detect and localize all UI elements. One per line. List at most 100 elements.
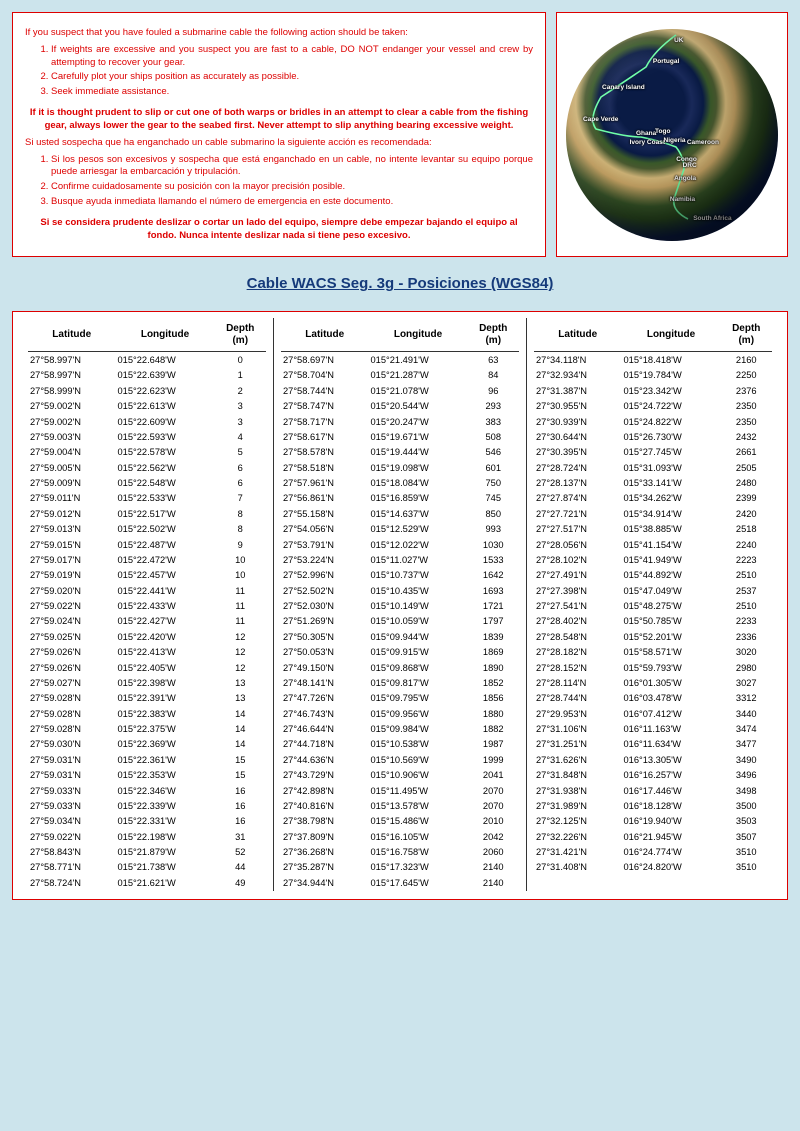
table-row: 27°59.012'N015°22.517'W8 [28,506,266,521]
table-row: 27°58.997'N015°22.648'W0 [28,352,266,368]
table-row: 27°27.874'N015°34.262'W2399 [534,491,772,506]
table-row: 27°59.025'N015°22.420'W12 [28,629,266,644]
table-row: 27°28.102'N015°41.949'W2223 [534,552,772,567]
table-row: 27°58.704'N015°21.287'W84 [281,368,519,383]
table-row: 27°58.997'N015°22.639'W1 [28,368,266,383]
table-row: 27°46.644'N015°09.984'W1882 [281,721,519,736]
header-lon: Longitude [369,318,468,352]
header-lon: Longitude [116,318,215,352]
table-column-1: Latitude Longitude Depth(m) 27°58.997'N0… [21,318,274,890]
table-row: 27°59.028'N015°22.375'W14 [28,721,266,736]
table-row: 27°49.150'N015°09.868'W1890 [281,660,519,675]
table-row: 27°27.721'N015°34.914'W2420 [534,506,772,521]
map-label: South Africa [693,215,731,222]
cable-route [566,29,778,241]
table-row: 27°59.017'N015°22.472'W10 [28,552,266,567]
warning-en-item: Seek immediate assistance. [51,86,533,99]
table-row: 27°58.771'N015°21.738'W44 [28,860,266,875]
header-depth: Depth(m) [468,318,519,352]
table-row: 27°59.030'N015°22.369'W14 [28,737,266,752]
table-row: 27°46.743'N015°09.956'W1880 [281,706,519,721]
map-label: DRC [683,162,697,169]
table-row: 27°58.843'N015°21.879'W52 [28,844,266,859]
header-lat: Latitude [534,318,622,352]
table-row: 27°58.724'N015°21.621'W49 [28,875,266,890]
table-row: 27°28.548'N015°52.201'W2336 [534,629,772,644]
warning-es-list: Si los pesos son excesivos y sospecha qu… [25,154,533,209]
table-row: 27°54.056'N015°12.529'W993 [281,522,519,537]
table-row: 27°59.027'N015°22.398'W13 [28,675,266,690]
table-row: 27°52.996'N015°10.737'W1642 [281,568,519,583]
map-label: Togo [655,128,670,135]
table-row: 27°51.269'N015°10.059'W1797 [281,614,519,629]
table-row: 27°44.718'N015°10.538'W1987 [281,737,519,752]
table-row: 27°58.617'N015°19.671'W508 [281,429,519,444]
table-row: 27°27.517'N015°38.885'W2518 [534,522,772,537]
map-label: Portugal [653,58,679,65]
table-row: 27°59.034'N015°22.331'W16 [28,814,266,829]
table-row: 27°34.944'N015°17.645'W2140 [281,875,519,890]
warning-es-item: Confirme cuidadosamente su posición con … [51,181,533,194]
warning-en-bold: If it is thought prudent to slip or cut … [25,107,533,133]
table-row: 27°58.518'N015°19.098'W601 [281,460,519,475]
table-row: 27°58.697'N015°21.491'W63 [281,352,519,368]
table-row: 27°59.028'N015°22.383'W14 [28,706,266,721]
table-row: 27°30.939'N015°24.822'W2350 [534,414,772,429]
table-row: 27°59.009'N015°22.548'W6 [28,475,266,490]
table-row: 27°47.726'N015°09.795'W1856 [281,691,519,706]
table-row: 27°40.816'N015°13.578'W2070 [281,798,519,813]
header-lon: Longitude [622,318,721,352]
map-label: Congo [676,156,697,163]
map-label: Nigeria [664,137,686,144]
warning-box: If you suspect that you have fouled a su… [12,12,546,257]
table-row: 27°28.402'N015°50.785'W2233 [534,614,772,629]
table-row: 27°59.031'N015°22.361'W15 [28,752,266,767]
globe-graphic: UKPortugalCanary IslandCape VerdeGhanaIv… [566,29,778,241]
warning-es-intro: Si usted sospecha que ha enganchado un c… [25,137,533,150]
table-row: 27°31.421'N016°24.774'W3510 [534,844,772,859]
table-row: 27°32.226'N016°21.945'W3507 [534,829,772,844]
map-label: Canary Island [602,84,645,91]
header-depth: Depth(m) [721,318,772,352]
table-row: 27°58.744'N015°21.078'W96 [281,383,519,398]
warning-es-bold: Si se considera prudente deslizar o cort… [25,217,533,243]
table-row: 27°31.408'N016°24.820'W3510 [534,860,772,875]
map-label: Namibia [670,196,695,203]
table-row: 27°59.002'N015°22.609'W3 [28,414,266,429]
table-row: 27°44.636'N015°10.569'W1999 [281,752,519,767]
table-row: 27°58.578'N015°19.444'W546 [281,445,519,460]
table-row: 27°28.137'N015°33.141'W2480 [534,475,772,490]
table-row: 27°30.395'N015°27.745'W2661 [534,445,772,460]
section-title: Cable WACS Seg. 3g - Posiciones (WGS84) [12,275,788,293]
table-row: 27°31.251'N016°11.634'W3477 [534,737,772,752]
table-row: 27°30.955'N015°24.722'W2350 [534,399,772,414]
table-row: 27°38.798'N015°15.486'W2010 [281,814,519,829]
warning-en-item: If weights are excessive and you suspect… [51,44,533,70]
table-row: 27°37.809'N015°16.105'W2042 [281,829,519,844]
table-row: 27°35.287'N015°17.323'W2140 [281,860,519,875]
table-row: 27°31.387'N015°23.342'W2376 [534,383,772,398]
table-row: 27°59.028'N015°22.391'W13 [28,691,266,706]
table-row: 27°42.898'N015°11.495'W2070 [281,783,519,798]
table-row: 27°30.644'N015°26.730'W2432 [534,429,772,444]
table-row: 27°28.056'N015°41.154'W2240 [534,537,772,552]
positions-table: Latitude Longitude Depth(m) 27°58.997'N0… [12,311,788,899]
table-row: 27°59.015'N015°22.487'W9 [28,537,266,552]
table-row: 27°59.003'N015°22.593'W4 [28,429,266,444]
table-row: 27°59.020'N015°22.441'W11 [28,583,266,598]
table-row: 27°59.011'N015°22.533'W7 [28,491,266,506]
header-depth: Depth(m) [215,318,266,352]
table-row: 27°31.848'N016°16.257'W3496 [534,768,772,783]
warning-en-item: Carefully plot your ships position as ac… [51,71,533,84]
table-row: 27°59.004'N015°22.578'W5 [28,445,266,460]
table-row: 27°59.005'N015°22.562'W6 [28,460,266,475]
table-row: 27°32.125'N016°19.940'W3503 [534,814,772,829]
table-column-3: Latitude Longitude Depth(m) 27°34.118'N0… [527,318,779,890]
table-row: 27°55.158'N015°14.637'W850 [281,506,519,521]
table-row: 27°28.724'N015°31.093'W2505 [534,460,772,475]
table-row: 27°59.022'N015°22.198'W31 [28,829,266,844]
table-row: 27°29.953'N016°07.412'W3440 [534,706,772,721]
warning-es-item: Si los pesos son excesivos y sospecha qu… [51,154,533,180]
table-row: 27°28.182'N015°58.571'W3020 [534,645,772,660]
header-lat: Latitude [281,318,369,352]
